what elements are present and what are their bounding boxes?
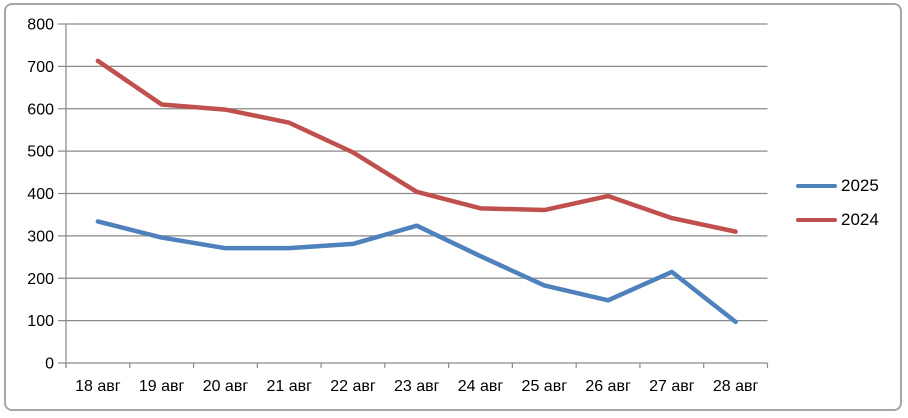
x-tick-label: 19 авг xyxy=(139,378,185,395)
series-line-2025 xyxy=(95,219,738,325)
y-tick-label: 500 xyxy=(27,144,54,161)
x-tick-label: 26 авг xyxy=(585,378,631,395)
x-tick-label: 24 авг xyxy=(458,378,504,395)
legend-line-sample-2024 xyxy=(796,217,837,222)
x-tick-label: 22 авг xyxy=(330,378,376,395)
y-tick-label: 300 xyxy=(27,228,54,245)
legend: 2025 2024 xyxy=(796,175,879,230)
y-tick-label: 100 xyxy=(27,313,54,330)
y-tick-label: 600 xyxy=(27,101,54,118)
y-tick-label: 700 xyxy=(27,59,54,76)
y-tick-label: 400 xyxy=(27,186,54,203)
x-tick-label: 28 авг xyxy=(713,378,759,395)
x-tick-label: 23 авг xyxy=(394,378,440,395)
x-tick-label: 25 авг xyxy=(522,378,568,395)
legend-label-2024: 2024 xyxy=(841,210,879,229)
legend-item-2025: 2025 xyxy=(796,175,879,196)
x-tick-label: 27 авг xyxy=(649,378,695,395)
y-tick-label: 800 xyxy=(27,17,54,34)
x-tick-label: 20 авг xyxy=(203,378,249,395)
x-tick-label: 18 авг xyxy=(75,378,121,395)
legend-label-2025: 2025 xyxy=(841,176,879,195)
x-tick-label: 21 авг xyxy=(266,378,312,395)
series-line-2024 xyxy=(95,58,738,234)
legend-line-sample-2025 xyxy=(796,183,837,188)
legend-item-2024: 2024 xyxy=(796,209,879,230)
y-tick-label: 0 xyxy=(45,356,54,373)
y-tick-label: 200 xyxy=(27,271,54,288)
